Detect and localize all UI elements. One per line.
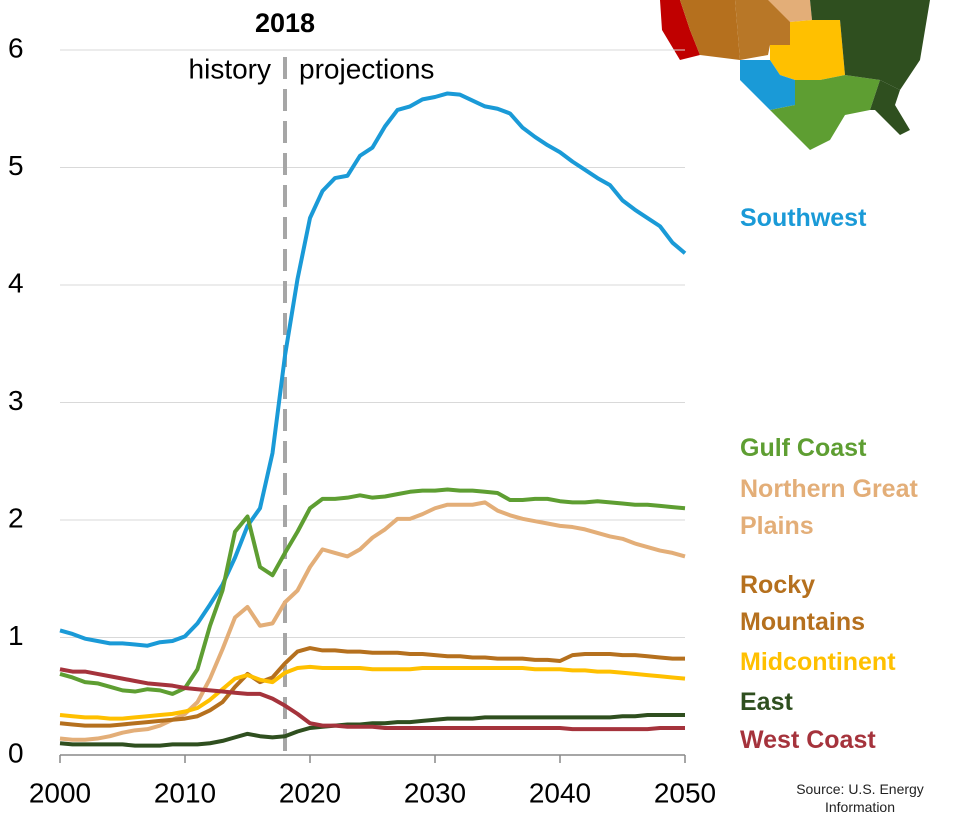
x-tick-label: 2040 <box>529 777 591 808</box>
y-tick-label: 4 <box>8 267 24 298</box>
y-tick-label: 6 <box>8 32 24 63</box>
series-line <box>59 500 686 742</box>
series-label: Southwest <box>740 204 867 232</box>
series-line <box>59 664 686 721</box>
series-line <box>59 487 686 696</box>
series-line <box>59 91 687 648</box>
x-tick-label: 2030 <box>404 777 466 808</box>
series-label: Rocky Mountains <box>740 571 865 636</box>
x-tick-label: 2050 <box>654 777 716 808</box>
y-tick-label: 2 <box>8 502 24 533</box>
series-label: Northern Great Plains <box>740 475 918 540</box>
series-line <box>59 646 685 728</box>
x-tick-label: 2020 <box>279 777 341 808</box>
x-tick-label: 2010 <box>154 777 216 808</box>
series-label: East <box>740 688 793 716</box>
x-tick-label: 2000 <box>29 777 91 808</box>
series-label: Gulf Coast <box>740 434 867 462</box>
series-label: Midcontinent <box>740 648 896 676</box>
series-line <box>59 713 685 748</box>
y-tick-label: 0 <box>8 737 24 768</box>
projections-label: projections <box>299 53 434 84</box>
series-line <box>59 667 685 732</box>
y-tick-label: 5 <box>8 150 24 181</box>
series-label: West Coast <box>740 726 876 754</box>
history-label: history <box>189 53 271 84</box>
divider-label: 2018 <box>255 8 315 38</box>
region-map <box>660 0 930 150</box>
y-tick-label: 1 <box>8 620 24 651</box>
y-tick-label: 3 <box>8 385 24 416</box>
source-note: Source: U.S. Energy Information <box>796 781 924 815</box>
